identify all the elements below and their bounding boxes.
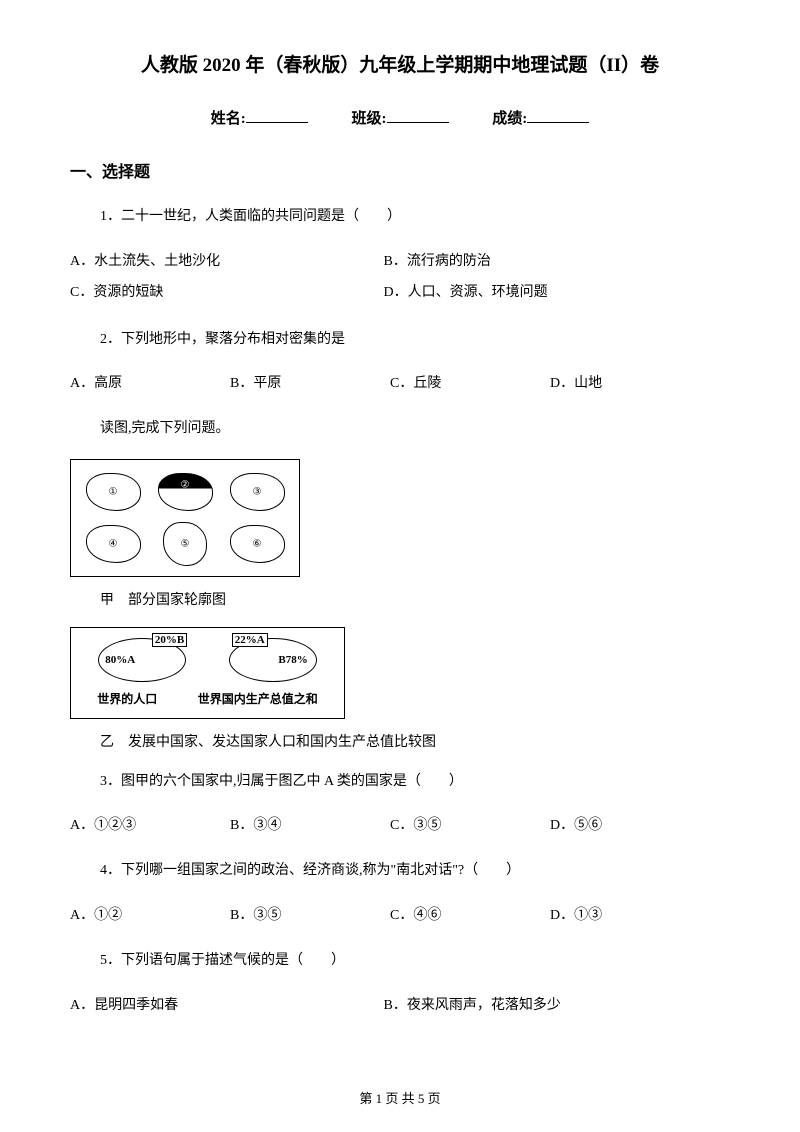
country-2: ② (158, 473, 213, 511)
pie-gdp: 22%A B78% (229, 638, 317, 682)
q1-opt-b: B．流行病的防治 (384, 254, 491, 269)
q5-opt-a: A．昆明四季如春 (70, 991, 380, 1022)
score-label: 成绩: (492, 111, 527, 127)
q2-opt-a: A．高原 (70, 370, 230, 398)
score-blank[interactable] (527, 108, 589, 123)
q4-opt-b: B．③⑤ (230, 902, 390, 930)
q3-opt-b: B．③④ (230, 812, 390, 840)
caption-yi: 乙 发展中国家、发达国家人口和国内生产总值比较图 (100, 731, 730, 751)
map-figure: ① ② ③ ④ ⑤ ⑥ (70, 459, 300, 577)
pie-right-label: 世界国内生产总值之和 (198, 690, 318, 707)
name-blank[interactable] (246, 108, 308, 123)
country-1: ① (86, 473, 141, 511)
class-label: 班级: (352, 111, 387, 127)
q2-opt-d: D．山地 (550, 370, 710, 398)
caption-jia: 甲 部分国家轮廓图 (100, 589, 730, 609)
page-footer: 第 1 页 共 5 页 (0, 1088, 800, 1107)
q4-opt-c: C．④⑥ (390, 902, 550, 930)
q1-opt-d: D．人口、资源、环境问题 (384, 285, 548, 300)
q3-opt-c: C．③⑤ (390, 812, 550, 840)
q1-opt-c: C．资源的短缺 (70, 278, 380, 309)
q4-opt-d: D．①③ (550, 902, 710, 930)
question-1: 1．二十一世纪，人类面临的共同问题是（ ） (100, 204, 730, 229)
section-header: 一、选择题 (70, 158, 730, 182)
question-4: 4．下列哪一组国家之间的政治、经济商谈,称为"南北对话"?（ ） (100, 858, 730, 883)
q2-options: A．高原 B．平原 C．丘陵 D．山地 (70, 370, 730, 398)
country-3: ③ (230, 473, 285, 511)
class-blank[interactable] (387, 108, 449, 123)
q3-options: A．①②③ B．③④ C．③⑤ D．⑤⑥ (70, 812, 730, 840)
q3-opt-d: D．⑤⑥ (550, 812, 710, 840)
country-5: ⑤ (163, 522, 207, 566)
country-6: ⑥ (230, 525, 285, 563)
pie-left-label: 世界的人口 (97, 690, 157, 707)
q1-options: A．水土流失、土地沙化 B．流行病的防治 C．资源的短缺 D．人口、资源、环境问… (70, 247, 730, 309)
pie-population: 80%A 20%B (98, 638, 186, 682)
q2-opt-b: B．平原 (230, 370, 390, 398)
question-3: 3．图甲的六个国家中,归属于图乙中 A 类的国家是（ ） (100, 769, 730, 794)
q4-opt-a: A．①② (70, 902, 230, 930)
student-info-row: 姓名: 班级: 成绩: (70, 107, 730, 128)
q4-options: A．①② B．③⑤ C．④⑥ D．①③ (70, 902, 730, 930)
pie-figure: 80%A 20%B 22%A B78% 世界的人口 世界国内生产总值之和 (70, 627, 345, 719)
read-map-prompt: 读图,完成下列问题。 (100, 416, 730, 441)
name-label: 姓名: (211, 111, 246, 127)
q5-options: A．昆明四季如春 B．夜来风雨声，花落知多少 (70, 991, 730, 1022)
q1-opt-a: A．水土流失、土地沙化 (70, 247, 380, 278)
question-5: 5．下列语句属于描述气候的是（ ） (100, 948, 730, 973)
q2-opt-c: C．丘陵 (390, 370, 550, 398)
page-title: 人教版 2020 年（春秋版）九年级上学期期中地理试题（II）卷 (70, 50, 730, 77)
q3-opt-a: A．①②③ (70, 812, 230, 840)
country-4: ④ (86, 525, 141, 563)
question-2: 2．下列地形中，聚落分布相对密集的是 (100, 327, 730, 352)
q5-opt-b: B．夜来风雨声，花落知多少 (384, 998, 561, 1013)
